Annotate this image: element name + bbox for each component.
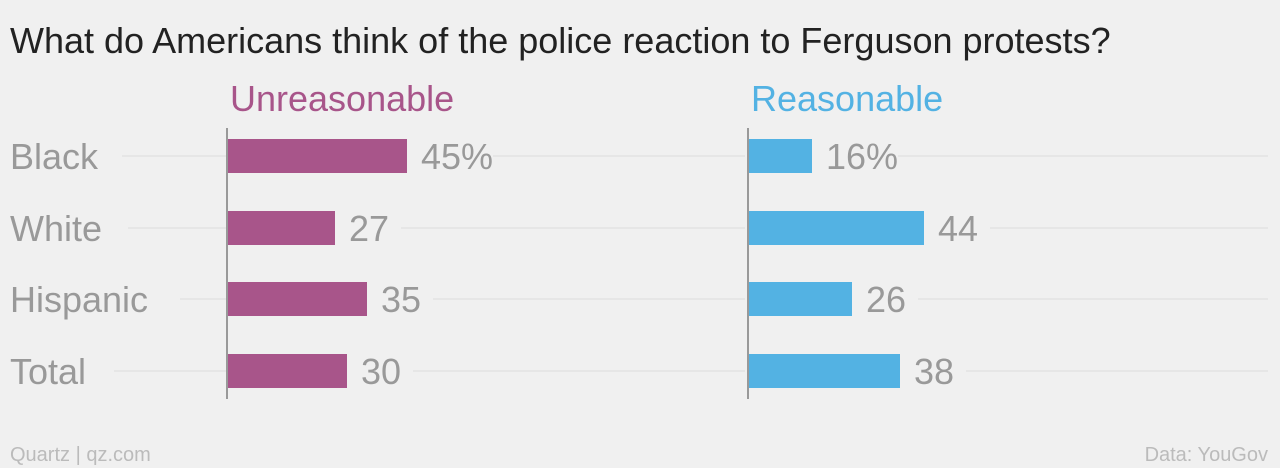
bar-reasonable-total <box>748 354 900 388</box>
value-label-reasonable-white: 44 <box>938 208 978 249</box>
value-label-unreasonable-total: 30 <box>361 351 401 392</box>
value-label-unreasonable-white: 27 <box>349 208 389 249</box>
value-label-reasonable-hispanic: 26 <box>866 279 906 320</box>
category-label-hispanic: Hispanic <box>10 279 148 320</box>
value-label-reasonable-black: 16% <box>826 136 898 177</box>
value-label-unreasonable-hispanic: 35 <box>381 279 421 320</box>
bar-unreasonable-white <box>227 211 335 245</box>
bar-unreasonable-black <box>227 139 407 173</box>
value-label-reasonable-total: 38 <box>914 351 954 392</box>
source-credit: Quartz | qz.com <box>10 444 151 466</box>
bar-unreasonable-total <box>227 354 347 388</box>
panel-title-unreasonable: Unreasonable <box>230 78 454 119</box>
category-label-black: Black <box>10 136 99 177</box>
category-label-total: Total <box>10 351 86 392</box>
panel-title-reasonable: Reasonable <box>751 78 943 119</box>
value-label-unreasonable-black: 45% <box>421 136 493 177</box>
bar-reasonable-black <box>748 139 812 173</box>
bar-reasonable-white <box>748 211 924 245</box>
bar-reasonable-hispanic <box>748 282 852 316</box>
category-label-white: White <box>10 208 102 249</box>
bar-unreasonable-hispanic <box>227 282 367 316</box>
data-source: Data: YouGov <box>1145 444 1268 466</box>
chart-title: What do Americans think of the police re… <box>10 20 1111 61</box>
